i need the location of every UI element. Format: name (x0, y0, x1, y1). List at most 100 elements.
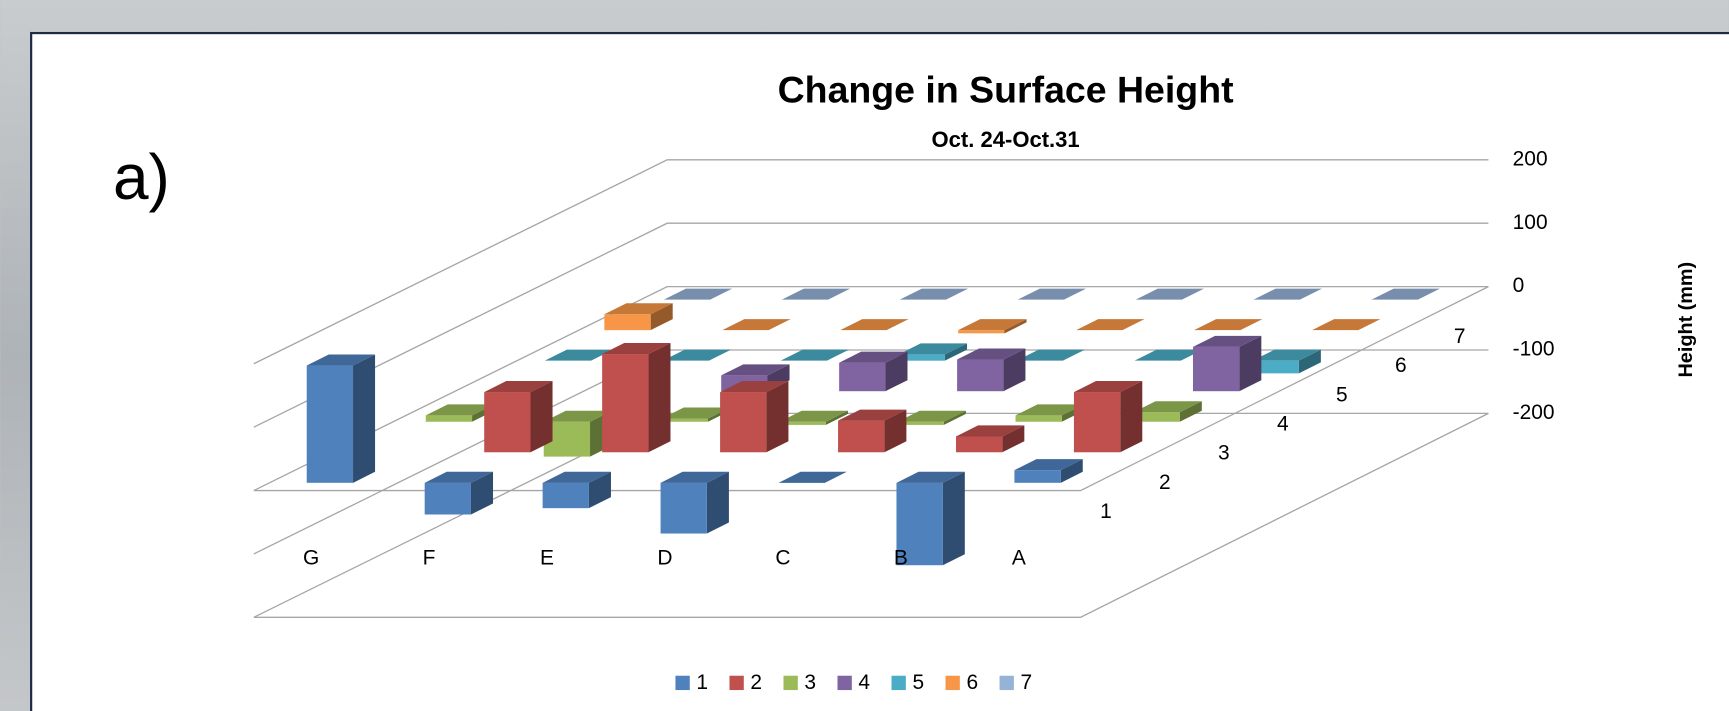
bar-top (958, 319, 1027, 331)
bar (424, 482, 471, 515)
bar-top (602, 343, 671, 355)
bar-side (766, 381, 789, 453)
bar (720, 392, 767, 453)
bar (1371, 288, 1440, 300)
bar (662, 349, 732, 361)
bar (1076, 319, 1145, 331)
bar-top (778, 471, 847, 483)
bar-side (943, 410, 966, 425)
bar (957, 359, 1004, 392)
bar-side (706, 471, 729, 534)
bar (1073, 381, 1143, 453)
depth-label: 4 (1277, 412, 1289, 435)
bar (1194, 319, 1263, 331)
depth-label: 6 (1395, 354, 1407, 377)
bar-top (1133, 401, 1202, 413)
bar (425, 415, 473, 422)
bar (604, 314, 651, 331)
bar-top (721, 364, 790, 376)
bar (1014, 459, 1083, 483)
floor-edge (253, 412, 1489, 618)
y-tick-label: -200 (1513, 401, 1555, 424)
bar (1133, 412, 1180, 422)
bar (1253, 288, 1322, 300)
bar-side (1004, 319, 1027, 334)
y-tick-label: 0 (1513, 274, 1525, 297)
bar (306, 365, 354, 483)
legend-swatch (783, 675, 798, 691)
x-tick-label: E (540, 546, 554, 569)
bar (1015, 415, 1062, 422)
bar-top (899, 288, 969, 300)
bar-top (781, 288, 851, 300)
bar (779, 421, 826, 425)
bar (720, 381, 789, 453)
floor-edge (253, 286, 1489, 492)
legend-swatch (837, 675, 852, 691)
bar-top (1253, 288, 1322, 300)
bar-top (663, 288, 733, 300)
x-tick-label: A (1012, 546, 1026, 569)
x-tick-label: F (423, 546, 436, 569)
bar (840, 319, 909, 331)
labels: 200 100 0 -100 -200 7 6 5 4 3 2 1 G F E D C B A (303, 147, 1555, 569)
bar-top (1192, 335, 1262, 347)
bar-side (1003, 348, 1026, 392)
bar-top (780, 349, 850, 361)
bar (955, 436, 1003, 453)
depth-label: 3 (1218, 442, 1230, 465)
bar (484, 392, 531, 453)
bar-top (1073, 381, 1143, 393)
bar-top (722, 319, 791, 331)
bar-side (885, 351, 908, 392)
bar-side (470, 471, 494, 515)
bar (778, 471, 847, 483)
bar-top (1371, 288, 1440, 300)
bar-side (530, 381, 553, 453)
bar-side (588, 471, 611, 509)
bar (899, 288, 969, 300)
bar-top (425, 404, 495, 416)
bar-top (542, 471, 611, 483)
bars (306, 288, 1440, 566)
bar (543, 410, 613, 457)
legend-swatch (891, 675, 906, 691)
bar-top (779, 410, 848, 422)
bar (957, 348, 1026, 392)
bar (958, 330, 1005, 334)
legend-label: 3 (804, 671, 816, 694)
depth-label: 1 (1100, 500, 1112, 523)
bar (781, 288, 851, 300)
bar-top (1014, 459, 1083, 471)
depth-label: 5 (1336, 383, 1348, 406)
bar (780, 349, 850, 361)
bar (838, 409, 907, 453)
bar-top (955, 425, 1025, 437)
bar (1192, 335, 1262, 392)
bar (722, 319, 791, 331)
bar (1073, 392, 1121, 453)
bar (542, 482, 589, 509)
bar-top (840, 319, 909, 331)
bar-side (650, 303, 673, 331)
grid-line (253, 222, 1489, 428)
y-tick-label: 200 (1513, 147, 1548, 170)
bar-top (898, 343, 968, 355)
bar (896, 482, 943, 566)
bar (1133, 401, 1202, 422)
bar-top (1134, 349, 1203, 361)
bar (1252, 360, 1299, 374)
bar-top (543, 410, 613, 422)
bar (1014, 470, 1061, 483)
bar-top (604, 303, 673, 315)
bar (958, 319, 1027, 334)
bar (897, 410, 966, 425)
bar (1312, 319, 1381, 331)
bar-side (1179, 401, 1202, 422)
bar (1192, 346, 1240, 392)
bar-top (484, 381, 553, 393)
chart-subtitle: Oct. 24-Oct.31 (932, 127, 1080, 152)
bar-top (1015, 404, 1084, 416)
x-tick-label: C (775, 546, 790, 569)
